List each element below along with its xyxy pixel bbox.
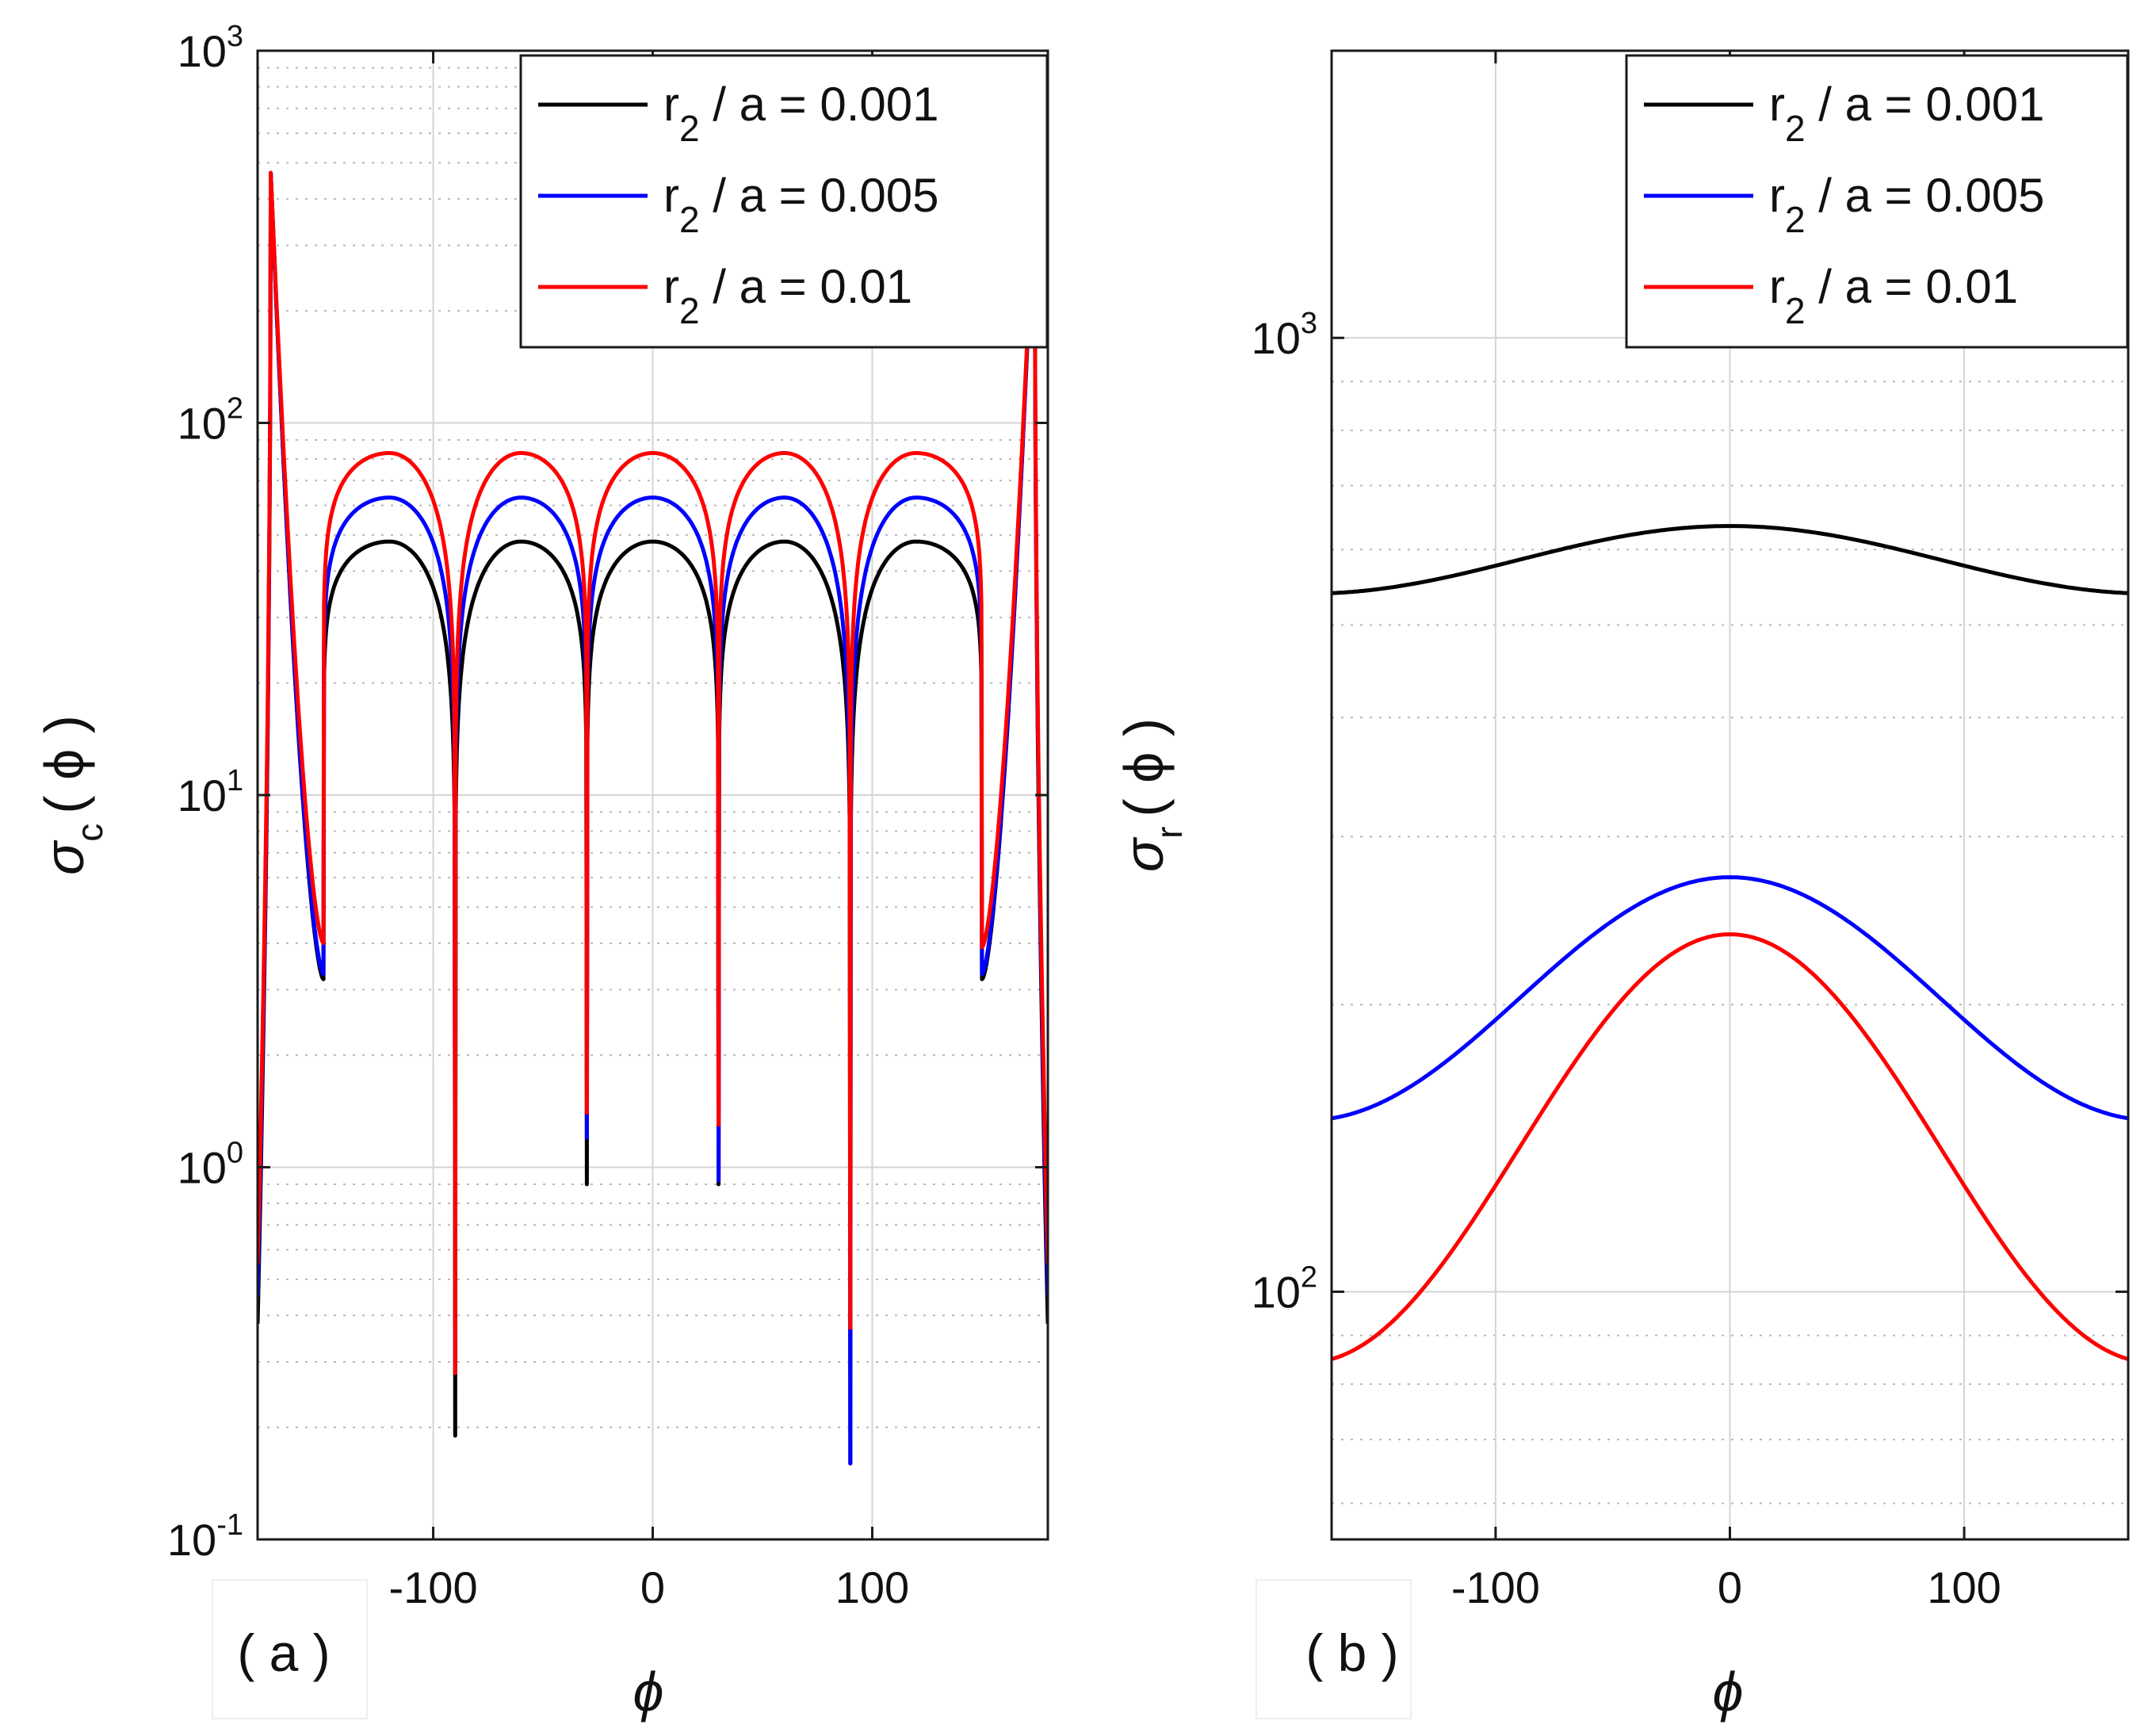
legend-entry: r2 / a = 0.001 <box>1769 78 2044 149</box>
y-tick-label: 102 <box>178 392 243 449</box>
y-tick-exponent: 2 <box>1301 1261 1317 1294</box>
y-tick-base: 10 <box>178 770 227 820</box>
legend-rest: / a = 0.01 <box>700 260 913 313</box>
y-tick-exponent: -1 <box>216 1508 243 1542</box>
y-tick-exponent: 3 <box>227 20 243 53</box>
legend-var: r <box>1769 260 1785 313</box>
y-tick-exponent: 2 <box>227 392 243 426</box>
series-line <box>1332 875 2128 1121</box>
y-tick-base: 10 <box>1252 1268 1301 1317</box>
y-tick-base: 10 <box>178 1143 227 1193</box>
legend-var: r <box>663 260 679 313</box>
legend-subscript: 2 <box>679 108 700 149</box>
y-label-base: σ <box>1113 836 1175 872</box>
legend-entry: r2 / a = 0.01 <box>663 260 912 331</box>
series-group <box>1332 524 2128 1361</box>
y-label-arg: ( ϕ ) <box>1113 718 1175 817</box>
legend-rest: / a = 0.001 <box>700 78 939 131</box>
series-line <box>258 170 1048 1466</box>
legend-entry: r2 / a = 0.005 <box>1769 169 2044 240</box>
series-group <box>258 170 1048 1466</box>
legend-rest: / a = 0.001 <box>1806 78 2045 131</box>
series-line <box>258 170 1048 1466</box>
legend-subscript: 2 <box>1785 199 1806 240</box>
x-tick-label: 100 <box>835 1562 909 1612</box>
y-tick-base: 10 <box>1252 313 1301 363</box>
y-tick-label: 100 <box>178 1137 243 1193</box>
legend-entry: r2 / a = 0.001 <box>663 78 938 149</box>
y-tick-exponent: 3 <box>1301 307 1317 340</box>
series-line <box>258 170 1048 1375</box>
legend-entry: r2 / a = 0.005 <box>663 169 938 240</box>
y-axis-label: σr ( ϕ ) <box>1113 718 1190 872</box>
y-tick-exponent: 1 <box>227 764 243 797</box>
legend-subscript: 2 <box>679 199 700 240</box>
legend-var: r <box>1769 169 1785 222</box>
y-tick-base: 10 <box>178 399 227 449</box>
panel-label: ( b ) <box>1305 1623 1398 1682</box>
x-tick-label: 0 <box>1718 1562 1742 1612</box>
y-tick-exponent: 0 <box>227 1137 243 1170</box>
y-tick-label: 101 <box>178 764 243 820</box>
y-label-arg: ( ϕ ) <box>33 715 95 814</box>
series-line <box>1332 932 2128 1361</box>
legend-var: r <box>663 169 679 222</box>
panel-label-box <box>1256 1579 1412 1719</box>
x-tick-label: 0 <box>640 1562 665 1612</box>
y-tick-label: 10-1 <box>167 1508 243 1565</box>
y-tick-label: 103 <box>178 20 243 76</box>
y-tick-label: 102 <box>1252 1261 1317 1317</box>
x-tick-label: -100 <box>389 1562 478 1612</box>
legend-var: r <box>1769 78 1785 131</box>
legend-rest: / a = 0.005 <box>700 169 939 222</box>
panel-label-box <box>212 1579 368 1719</box>
legend-subscript: 2 <box>679 290 700 331</box>
y-tick-base: 10 <box>167 1515 216 1565</box>
legend-entry: r2 / a = 0.01 <box>1769 260 2018 331</box>
panel-label: ( a ) <box>237 1623 330 1682</box>
y-tick-base: 10 <box>178 26 227 76</box>
legend-rest: / a = 0.005 <box>1806 169 2045 222</box>
legend-rest: / a = 0.01 <box>1806 260 2019 313</box>
x-axis-label: ϕ <box>1713 1661 1744 1723</box>
y-label-subscript: c <box>69 824 110 842</box>
x-tick-label: -100 <box>1451 1562 1540 1612</box>
legend-subscript: 2 <box>1785 290 1806 331</box>
y-axis-label: σc ( ϕ ) <box>33 715 110 875</box>
y-label-subscript: r <box>1149 827 1190 839</box>
legend-var: r <box>663 78 679 131</box>
x-tick-label: 100 <box>1927 1562 2001 1612</box>
x-axis-label: ϕ <box>633 1661 664 1723</box>
y-label-base: σ <box>33 839 95 875</box>
legend-subscript: 2 <box>1785 108 1806 149</box>
series-line <box>1332 524 2128 595</box>
y-tick-label: 103 <box>1252 307 1317 363</box>
